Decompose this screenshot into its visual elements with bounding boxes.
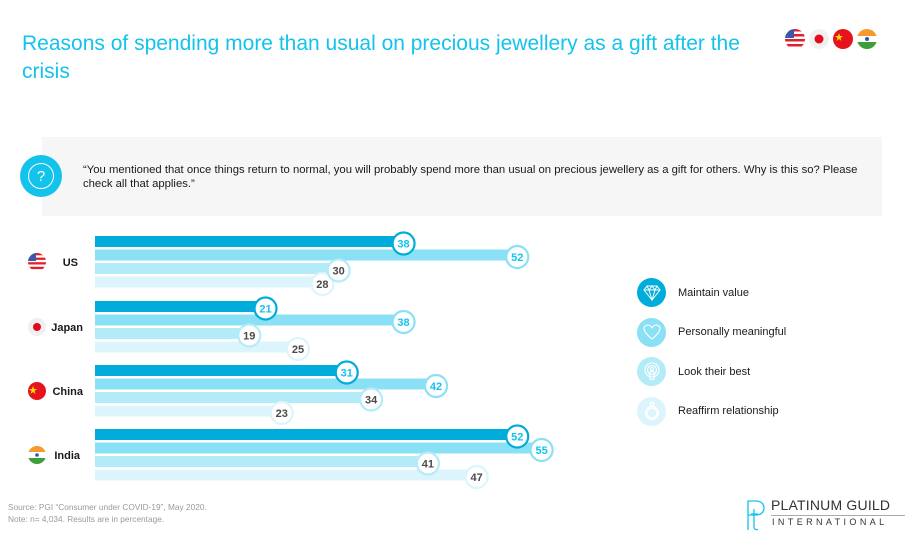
- legend-item-reaffirm-relationship: Reaffirm relationship: [637, 392, 786, 432]
- pgi-logo: PLATINUM GUILD INTERNATIONAL: [745, 497, 910, 533]
- data-label-japan-series-2: 19: [243, 331, 255, 343]
- bar-china-series-1: [95, 378, 437, 390]
- bar-japan-series-0: [95, 301, 266, 312]
- bar-china-series-0: [95, 365, 347, 376]
- heart-icon: [637, 317, 666, 347]
- bar-us-series-0: [95, 236, 404, 247]
- bar-us-series-3: [95, 276, 323, 288]
- bar-china-series-3: [95, 405, 282, 417]
- bar-japan-series-3: [95, 341, 298, 353]
- ring-icon: [637, 396, 666, 426]
- category-label-us: US: [63, 257, 78, 269]
- us-flag-icon: [28, 253, 46, 271]
- category-label-china: China: [52, 386, 83, 398]
- data-label-japan-series-1: 38: [397, 317, 409, 329]
- value-marker-us-series-3: [310, 271, 335, 297]
- data-label-india-series-2: 41: [422, 459, 434, 471]
- value-marker-china-series-2: [358, 387, 384, 412]
- value-marker-japan-series-0: [253, 296, 278, 321]
- bar-china-series-2: [95, 392, 372, 403]
- value-marker-india-series-3: [464, 464, 489, 490]
- data-label-japan-series-3: 25: [292, 344, 304, 356]
- source-text: Source: PGI “Consumer under COVID-19”, M…: [8, 502, 207, 512]
- flag-row: [785, 29, 877, 49]
- china-flag-icon: [28, 382, 46, 400]
- india-flag-icon: [857, 29, 877, 49]
- data-label-us-series-3: 28: [316, 279, 328, 291]
- us-flag-icon: [785, 29, 805, 49]
- data-label-india-series-0: 52: [511, 432, 523, 444]
- person-spotlight-icon: [637, 357, 666, 387]
- legend-item-personally-meaningful: Personally meaningful: [637, 313, 786, 353]
- category-label-india: India: [54, 450, 81, 462]
- data-label-india-series-1: 55: [535, 445, 547, 457]
- diamond-icon: [637, 278, 666, 308]
- logo-name: PLATINUM GUILD: [771, 497, 891, 513]
- data-label-japan-series-0: 21: [259, 304, 271, 316]
- legend-label: Personally meaningful: [678, 326, 787, 339]
- note-text: Note: n= 4,034. Results are in percentag…: [8, 514, 165, 524]
- bar-india-series-2: [95, 456, 428, 467]
- category-label-japan: Japan: [51, 322, 83, 334]
- source-note: Source: PGI “Consumer under COVID-19”, M…: [8, 501, 207, 525]
- logo-divider: [771, 515, 905, 516]
- page-title: Reasons of spending more than usual on p…: [22, 32, 740, 83]
- india-flag-icon: [28, 446, 46, 464]
- value-marker-us-series-0: [391, 231, 416, 256]
- data-label-us-series-1: 52: [511, 252, 523, 264]
- china-flag-star: [29, 386, 37, 394]
- data-label-china-series-2: 34: [365, 395, 378, 407]
- value-marker-japan-series-3: [285, 336, 311, 362]
- data-label-india-series-3: 47: [471, 472, 483, 484]
- value-marker-china-series-0: [334, 360, 359, 385]
- data-label-china-series-1: 42: [430, 381, 442, 393]
- bar-japan-series-2: [95, 328, 250, 339]
- bar-india-series-1: [95, 442, 542, 454]
- japan-flag-icon: [809, 29, 829, 49]
- question-mark-icon: ?: [20, 155, 62, 197]
- legend-item-look-their-best: Look their best: [637, 352, 786, 392]
- bar-japan-series-1: [95, 314, 404, 326]
- bar-india-series-0: [95, 429, 518, 440]
- value-marker-us-series-2: [326, 258, 351, 283]
- bar-us-series-1: [95, 249, 518, 261]
- bar-india-series-3: [95, 469, 477, 481]
- legend-label: Maintain value: [678, 286, 749, 299]
- value-marker-india-series-0: [505, 424, 530, 449]
- china-flag-icon: [833, 29, 853, 49]
- data-label-us-series-0: 38: [397, 239, 409, 251]
- value-marker-china-series-3: [269, 400, 294, 426]
- bar-chart: US Japan China India 28 30 52 38 25 19 38 21 23 34 42 3…: [28, 231, 554, 490]
- value-marker-japan-series-1: [391, 309, 416, 335]
- bar-us-series-2: [95, 263, 339, 274]
- value-marker-india-series-1: [529, 437, 554, 463]
- chart-legend: Maintain value Personally meaningful Loo…: [637, 273, 786, 431]
- pgi-logo-icon: [747, 500, 765, 531]
- survey-question: “You mentioned that once things return t…: [83, 164, 858, 190]
- legend-item-maintain-value: Maintain value: [637, 273, 786, 313]
- legend-label: Reaffirm relationship: [678, 405, 779, 418]
- value-marker-japan-series-2: [237, 323, 262, 348]
- logo-subtitle: INTERNATIONAL: [772, 517, 888, 527]
- value-marker-us-series-1: [505, 244, 530, 270]
- japan-flag-dot: [33, 323, 41, 331]
- value-marker-china-series-1: [423, 373, 449, 399]
- data-label-china-series-0: 31: [341, 368, 353, 380]
- question-panel: [42, 137, 882, 216]
- value-marker-india-series-2: [415, 451, 441, 476]
- legend-label: Look their best: [678, 365, 751, 378]
- data-label-us-series-2: 30: [332, 266, 344, 278]
- data-label-china-series-3: 23: [276, 408, 288, 420]
